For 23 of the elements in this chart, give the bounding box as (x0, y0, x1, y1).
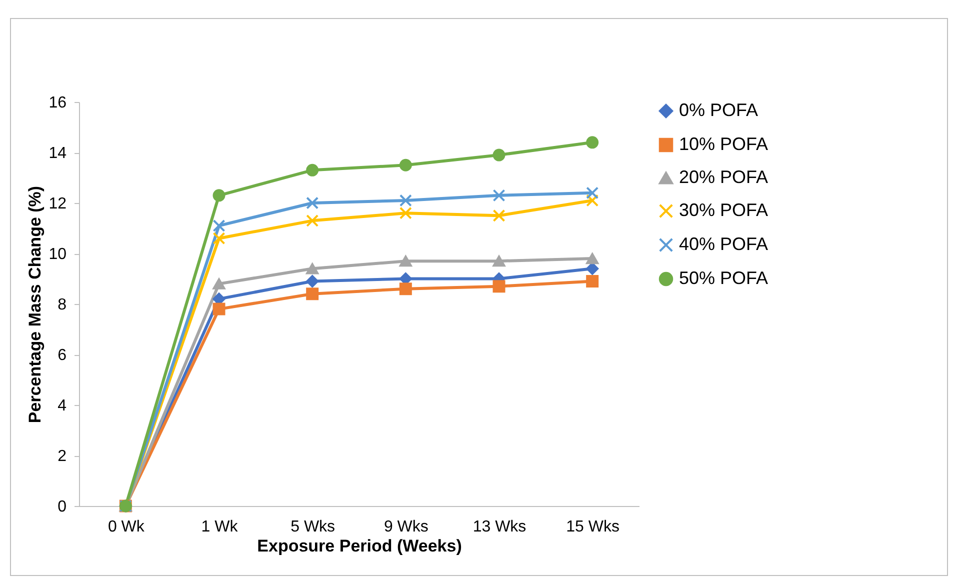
y-tick-label: 12 (48, 196, 67, 212)
x-tick-label: 9 Wks (384, 518, 428, 536)
x-axis-title: Exposure Period (Weeks) (257, 536, 462, 556)
y-tick-label: 16 (48, 94, 67, 112)
legend-label: 10% POFA (679, 134, 768, 154)
legend-label: 0% POFA (679, 100, 758, 120)
y-tick-label: 10 (48, 246, 67, 263)
y-axis-title: Percentage Mass Change (%) (26, 186, 45, 424)
legend-label: 50% POFA (679, 268, 768, 288)
x-tick-label: 0 Wk (108, 518, 146, 536)
x-tick-label: 1 Wk (201, 518, 239, 536)
x-tick-label: 15 Wks (566, 518, 620, 536)
legend-label: 40% POFA (679, 234, 768, 254)
x-tick-label: 5 Wks (290, 518, 336, 536)
y-tick-label: 8 (58, 296, 67, 314)
y-tick-label: 0 (58, 498, 67, 516)
y-tick-label: 2 (58, 448, 67, 465)
y-tick-label: 4 (58, 398, 67, 414)
legend-label: 30% POFA (679, 200, 768, 220)
y-tick-label: 6 (58, 347, 67, 364)
y-tick-label: 14 (48, 145, 67, 162)
legend-label: 20% POFA (679, 167, 768, 187)
x-tick-label: 13 Wks (472, 518, 526, 536)
